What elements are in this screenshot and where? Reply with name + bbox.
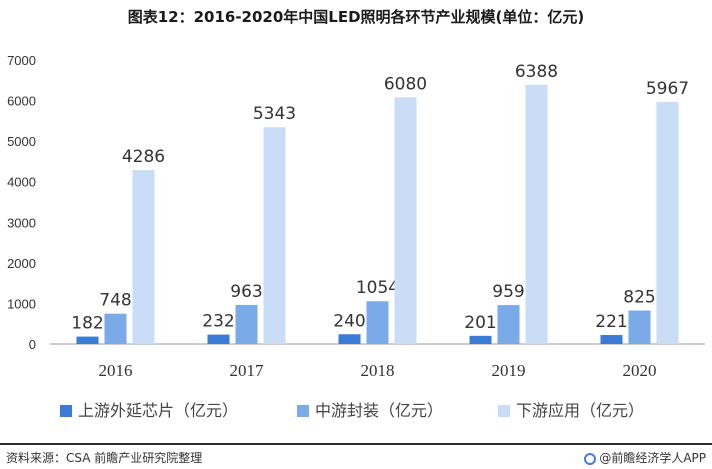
y-tick-label: 3000 bbox=[7, 215, 36, 230]
legend-swatch-upstream bbox=[60, 405, 72, 417]
x-tick-label: 2020 bbox=[623, 361, 657, 380]
bar-chart: 0 1000 2000 3000 4000 5000 6000 7000 182 748 4286 2… bbox=[7, 53, 705, 380]
chart-legend: 上游外延芯片（亿元） 中游封装（亿元） 下游应用（亿元） bbox=[0, 397, 712, 423]
bar-2017-series-1 bbox=[235, 304, 258, 344]
legend-label-upstream: 上游外延芯片（亿元） bbox=[78, 401, 239, 420]
brand-logo-icon bbox=[584, 453, 597, 465]
x-tick-label: 2019 bbox=[492, 361, 526, 380]
data-label: 201 bbox=[464, 313, 496, 333]
y-tick-label: 0 bbox=[29, 337, 36, 352]
legend-item-midstream: 中游封装（亿元） bbox=[297, 397, 443, 421]
data-label: 221 bbox=[595, 312, 627, 332]
brand-credit: @前瞻经济学人APP bbox=[584, 449, 706, 466]
bar-2018-series-2 bbox=[394, 97, 417, 344]
bar-2018-series-1 bbox=[366, 301, 389, 344]
data-label: 748 bbox=[99, 291, 131, 311]
x-tick-label: 2016 bbox=[99, 361, 133, 380]
data-label: 963 bbox=[230, 282, 262, 302]
footer: 资料来源：CSA 前瞻产业研究院整理 @前瞻经济学人APP bbox=[0, 443, 712, 469]
data-label: 1054 bbox=[356, 278, 399, 298]
bar-2019-series-0 bbox=[469, 335, 492, 344]
legend-label-midstream: 中游封装（亿元） bbox=[315, 401, 444, 420]
bar-2016-series-0 bbox=[76, 336, 99, 344]
legend-label-downstream: 下游应用（亿元） bbox=[516, 401, 645, 420]
legend-swatch-midstream bbox=[297, 405, 309, 417]
source-note: 资料来源：CSA 前瞻产业研究院整理 bbox=[6, 451, 203, 465]
bar-2019-series-2 bbox=[525, 84, 548, 344]
data-label: 959 bbox=[492, 282, 524, 302]
x-tick-label: 2018 bbox=[361, 361, 395, 380]
data-label: 232 bbox=[202, 312, 234, 332]
data-label: 6388 bbox=[515, 62, 558, 82]
y-tick-label: 6000 bbox=[7, 94, 36, 109]
x-tick-label: 2017 bbox=[230, 361, 265, 380]
y-tick-label: 5000 bbox=[7, 134, 36, 149]
data-label: 240 bbox=[333, 311, 365, 331]
bar-2018-series-0 bbox=[338, 334, 361, 344]
y-tick-label: 2000 bbox=[7, 256, 36, 271]
bar-2017-series-0 bbox=[207, 334, 230, 344]
chart-title: 图表12：2016-2020年中国LED照明各环节产业规模(单位：亿元) bbox=[127, 8, 585, 26]
bar-2016-series-2 bbox=[132, 170, 155, 344]
y-tick-label: 4000 bbox=[7, 175, 36, 190]
bar-2020-series-0 bbox=[600, 335, 623, 344]
bar-2020-series-2 bbox=[656, 101, 679, 345]
brand-credit-text: @前瞻经济学人APP bbox=[599, 451, 706, 465]
legend-item-upstream: 上游外延芯片（亿元） bbox=[60, 397, 238, 421]
y-tick-label: 1000 bbox=[7, 296, 36, 311]
data-label: 825 bbox=[623, 288, 655, 308]
data-label: 5343 bbox=[253, 104, 296, 124]
y-tick-label: 7000 bbox=[7, 53, 36, 68]
legend-item-downstream: 下游应用（亿元） bbox=[498, 397, 644, 421]
bar-2019-series-1 bbox=[497, 305, 520, 344]
legend-swatch-downstream bbox=[498, 405, 510, 417]
bar-2016-series-1 bbox=[104, 313, 127, 344]
data-label: 182 bbox=[71, 314, 103, 334]
data-label: 4286 bbox=[122, 147, 165, 167]
data-label: 5967 bbox=[646, 79, 689, 99]
bar-2020-series-1 bbox=[628, 310, 651, 344]
data-label: 6080 bbox=[384, 74, 427, 94]
bar-2017-series-2 bbox=[263, 127, 286, 344]
